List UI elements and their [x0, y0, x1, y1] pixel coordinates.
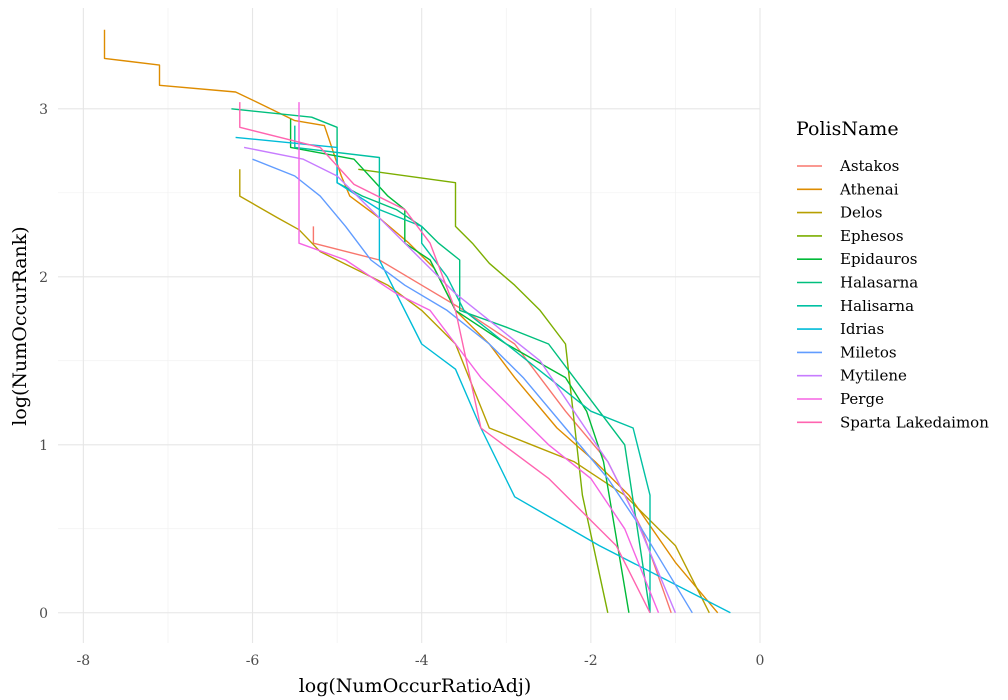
- legend: PolisName Astakos Athenai Delos Ephesos Epid…: [796, 118, 989, 431]
- x-tick-label: -6: [246, 653, 260, 669]
- x-axis-ticks: -8 -6 -4 -2 0: [77, 653, 765, 669]
- y-tick-label: 3: [39, 102, 48, 118]
- series-line-perge: [298, 102, 660, 614]
- series-line-sparta-lakedaimon: [239, 102, 651, 614]
- x-axis-title: log(NumOccurRatioAdj): [299, 675, 532, 697]
- legend-label-mytilene: Mytilene: [840, 367, 907, 385]
- legend-label-epidauros: Epidauros: [840, 250, 917, 268]
- series-layer: [103, 29, 731, 614]
- series-line-epidauros: [289, 118, 630, 613]
- series-line-halisarna: [294, 125, 651, 613]
- legend-title: PolisName: [796, 118, 899, 140]
- y-axis-ticks: 0 1 2 3: [39, 102, 48, 622]
- x-tick-label: -4: [415, 653, 429, 669]
- x-tick-label: -2: [584, 653, 598, 669]
- y-tick-label: 1: [39, 438, 48, 454]
- legend-label-idrias: Idrias: [840, 320, 884, 338]
- legend-label-sparta-lakedaimon: Sparta Lakedaimon: [840, 413, 989, 431]
- legend-label-perge: Perge: [840, 390, 884, 408]
- legend-label-halisarna: Halisarna: [840, 297, 914, 315]
- series-line-mytilene: [243, 146, 677, 614]
- grid: [58, 8, 761, 643]
- series-line-idrias: [235, 136, 731, 614]
- y-tick-label: 0: [39, 606, 48, 622]
- y-axis-title: log(NumOccurRank): [9, 226, 31, 425]
- legend-label-astakos: Astakos: [839, 157, 899, 175]
- series-line-ephesos: [358, 168, 609, 613]
- x-tick-label: -8: [77, 653, 91, 669]
- x-tick-label: 0: [756, 653, 765, 669]
- series-line-delos: [239, 169, 710, 614]
- legend-label-ephesos: Ephesos: [840, 227, 904, 245]
- legend-label-delos: Delos: [840, 204, 882, 222]
- series-line-athenai: [103, 29, 719, 614]
- series-line-miletos: [252, 158, 693, 614]
- legend-label-athenai: Athenai: [839, 180, 899, 198]
- y-tick-label: 2: [39, 270, 48, 286]
- legend-label-halasarna: Halasarna: [840, 274, 918, 292]
- legend-label-miletos: Miletos: [840, 343, 897, 361]
